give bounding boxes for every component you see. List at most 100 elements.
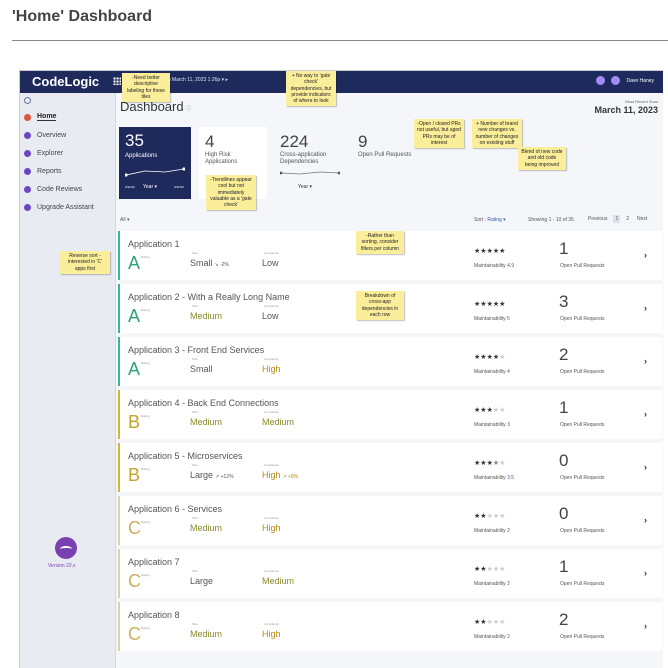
tile-applications[interactable]: 35 Applications 3/11/22 Year ▾ 3/11/23 xyxy=(119,127,191,199)
rating-grade: C xyxy=(128,624,141,644)
maintainability-value: 4.9 xyxy=(507,263,515,269)
tile-value: 9 xyxy=(358,132,368,151)
application-name[interactable]: Application 5 - Microservices xyxy=(128,451,243,461)
info-icon[interactable]: ⓘ xyxy=(183,107,192,113)
maintainability-label: Maintainability xyxy=(474,528,506,534)
star-icon: ★ xyxy=(480,460,487,467)
sticky-note: -Trendlines appear cool but not immediat… xyxy=(206,175,256,211)
maintainability-stars: ★★★★★ xyxy=(474,406,505,414)
chevron-right-icon[interactable]: › xyxy=(644,303,647,313)
tile-period-dropdown[interactable]: Year ▾ xyxy=(143,184,158,190)
help-icon[interactable] xyxy=(611,76,621,85)
table-row[interactable]: Application 6 - Services C Rating Size Mediu… xyxy=(118,496,662,545)
application-name[interactable]: Application 6 - Services xyxy=(128,504,223,514)
chevron-right-icon[interactable]: › xyxy=(644,356,647,366)
star-icon: ★ xyxy=(480,513,487,520)
star-icon: ★ xyxy=(486,566,493,573)
maintainability-score: Maintainability 2 xyxy=(474,528,510,534)
tile-open-pull-requests[interactable]: 9 Open Pull Requests xyxy=(352,127,420,199)
size-value: Medium xyxy=(190,629,224,639)
filter-dropdown[interactable]: All ▾ xyxy=(120,217,130,223)
next-page-button[interactable]: Next xyxy=(637,216,648,222)
app-logo[interactable]: CodeLogic xyxy=(32,74,100,89)
complexity-caption: Complexity xyxy=(264,357,279,361)
maintainability-score: Maintainability 3 xyxy=(474,422,510,428)
top-right-controls: Dave Haney xyxy=(596,76,654,85)
chevron-right-icon[interactable]: › xyxy=(644,568,647,578)
maintainability-stars: ★★★★★ xyxy=(474,300,505,308)
complexity-value: High xyxy=(262,523,283,533)
star-icon: ★ xyxy=(486,248,493,255)
page-2-button[interactable]: 2 xyxy=(626,216,630,222)
star-icon: ★ xyxy=(486,619,493,626)
chevron-right-icon[interactable]: › xyxy=(644,250,647,260)
sidebar-item-overview[interactable]: Overview xyxy=(22,126,114,144)
tile-cross-app-dependencies[interactable]: 224 Cross-application Dependencies Year … xyxy=(274,127,342,199)
trend-start-date: 3/11/22 xyxy=(125,185,135,189)
application-name[interactable]: Application 7 xyxy=(128,557,180,567)
page-1-button[interactable]: 1 xyxy=(613,215,621,223)
rating-grade: A xyxy=(128,253,141,273)
collapse-icon[interactable] xyxy=(24,97,31,104)
applications-trendline xyxy=(125,167,185,177)
application-name[interactable]: Application 1 xyxy=(128,239,180,249)
star-icon: ★ xyxy=(474,354,481,361)
size-caption: Size xyxy=(192,251,198,255)
sidebar-item-reports[interactable]: Reports xyxy=(22,162,114,180)
application-name[interactable]: Application 4 - Back End Connections xyxy=(128,398,279,408)
chevron-right-icon[interactable]: › xyxy=(644,515,647,525)
chevron-right-icon[interactable]: › xyxy=(644,462,647,472)
star-icon: ★ xyxy=(474,566,481,573)
open-pr-label: Open Pull Requests xyxy=(560,369,605,375)
sidebar-item-explorer[interactable]: Explorer xyxy=(22,144,114,162)
complexity-caption: Complexity xyxy=(264,622,279,626)
star-icon: ★ xyxy=(474,301,481,308)
date-navigator[interactable]: ◂ March 11, 2023 1:26p ▾ ▸ xyxy=(168,77,228,83)
chevron-right-icon[interactable]: › xyxy=(644,409,647,419)
star-icon: ★ xyxy=(480,354,487,361)
table-row[interactable]: Application 3 - Front End Services A Ratin… xyxy=(118,337,662,386)
rating-grade: A xyxy=(128,359,141,379)
star-icon: ★ xyxy=(492,566,500,573)
maintainability-value: 2 xyxy=(507,634,510,640)
sticky-note: -Open / closed PRs not useful, but aged … xyxy=(414,119,464,148)
rating-grade: B xyxy=(128,412,141,432)
open-pr-count: 2 xyxy=(559,345,569,364)
table-row[interactable]: Application 5 - Microservices B Rating Size… xyxy=(118,443,662,492)
table-row[interactable]: Application 1 A Rating Size Small ↘ -2% Comple… xyxy=(118,231,662,280)
star-icon: ★ xyxy=(474,513,481,520)
sidebar-item-home[interactable]: Home xyxy=(22,108,114,126)
maintainability-value: 4 xyxy=(507,369,510,375)
previous-page-button[interactable]: Previous xyxy=(588,216,608,222)
sidebar-item-code-reviews[interactable]: Code Reviews xyxy=(22,180,114,198)
code-reviews-icon xyxy=(24,185,31,193)
size-value: Large ↗ +12% xyxy=(190,470,234,480)
user-menu[interactable]: Dave Haney xyxy=(626,77,654,84)
table-row[interactable]: Application 7 C Rating Size Large Complexity M… xyxy=(118,549,662,598)
app-grid-icon[interactable] xyxy=(113,77,121,85)
sort-control[interactable]: Sort : Rating ▾ xyxy=(474,217,506,223)
star-icon: ★ xyxy=(499,248,506,255)
table-row[interactable]: Application 8 C Rating Size Medium Complexity… xyxy=(118,602,662,651)
application-name[interactable]: Application 8 xyxy=(128,610,180,620)
gear-icon[interactable] xyxy=(596,76,606,85)
size-text: Medium xyxy=(190,417,223,427)
tile-period-dropdown[interactable]: Year ▾ xyxy=(298,184,313,191)
table-row[interactable]: Application 4 - Back End Connections B Rat… xyxy=(118,390,662,439)
application-list: Application 1 A Rating Size Small ↘ -2% Comple… xyxy=(118,231,662,655)
complexity-caption: Complexity xyxy=(264,251,279,255)
complexity-caption: Complexity xyxy=(264,304,279,308)
application-name[interactable]: Application 2 - With a Really Long Name xyxy=(128,292,290,302)
size-trend: ↗ +12% xyxy=(215,474,234,480)
sidebar: Home Overview Explorer Reports Code Revi… xyxy=(20,93,116,668)
sidebar-item-upgrade-assistant[interactable]: Upgrade Assistant xyxy=(22,198,114,216)
size-text: Medium xyxy=(190,629,223,639)
application-name[interactable]: Application 3 - Front End Services xyxy=(128,345,265,355)
sort-value[interactable]: Rating ▾ xyxy=(487,217,506,223)
maintainability-stars: ★★★★★ xyxy=(474,565,505,573)
maintainability-stars: ★★★★★ xyxy=(474,353,505,361)
star-icon: ★ xyxy=(486,460,493,467)
size-value: Medium xyxy=(190,417,224,427)
complexity-value: Medium xyxy=(262,576,296,586)
chevron-right-icon[interactable]: › xyxy=(644,621,647,631)
